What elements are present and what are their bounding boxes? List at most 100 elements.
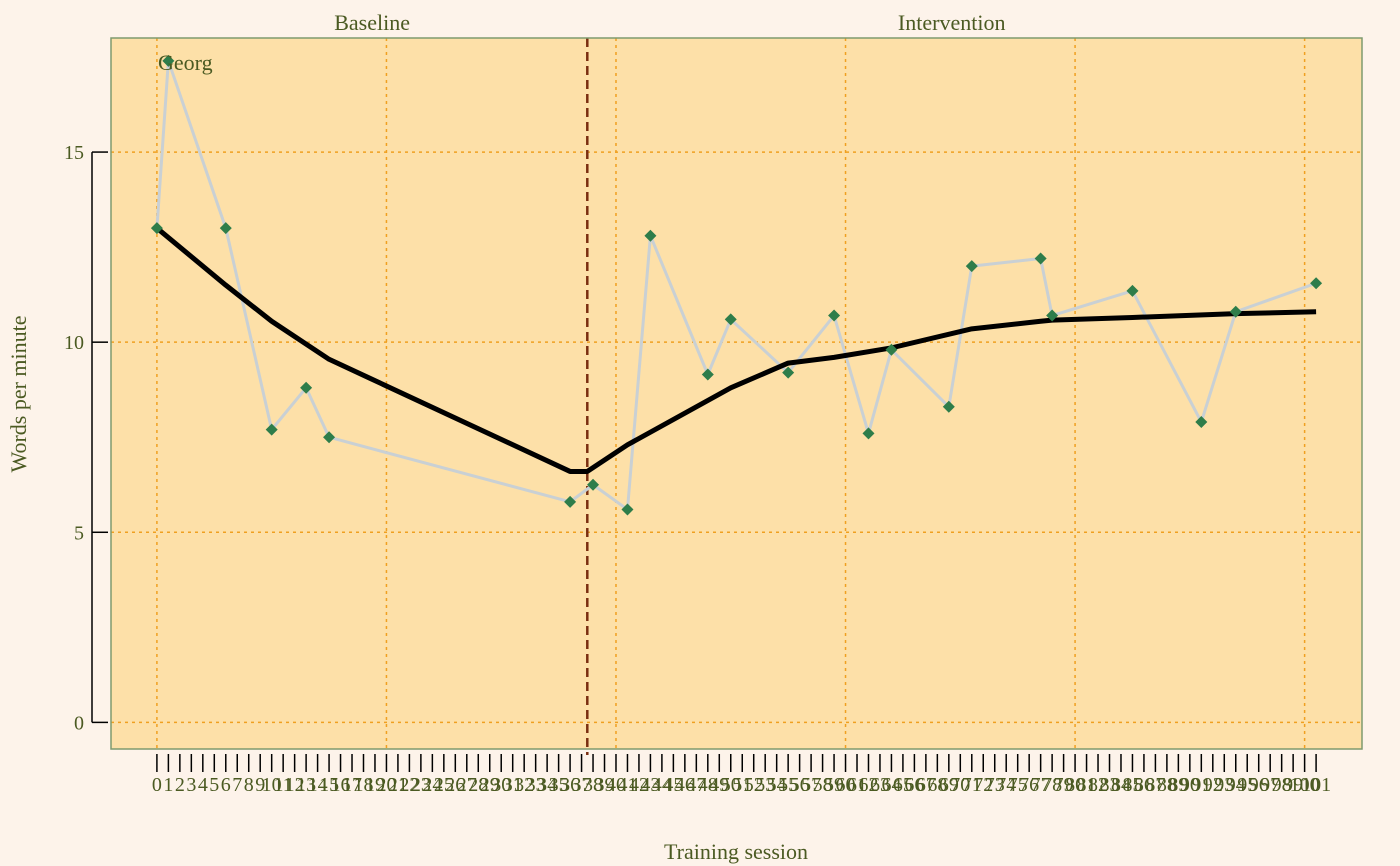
data-point bbox=[724, 313, 737, 326]
x-tick-label: 66 bbox=[904, 774, 924, 796]
x-tick-label: 85 bbox=[1122, 774, 1142, 796]
phase-label: Intervention bbox=[898, 10, 1006, 35]
data-point bbox=[1195, 416, 1208, 429]
x-tick-label: 32 bbox=[514, 774, 534, 796]
x-tick-label: 7 bbox=[232, 774, 242, 796]
x-tick-label: 86 bbox=[1134, 774, 1154, 796]
x-tick-label: 38 bbox=[583, 774, 603, 796]
x-tick-label: 71 bbox=[962, 774, 982, 796]
x-tick-label: 27 bbox=[457, 774, 477, 796]
x-tick-label: 91 bbox=[1191, 774, 1211, 796]
x-tick-label: 90 bbox=[1180, 774, 1200, 796]
x-tick-label: 68 bbox=[927, 774, 947, 796]
x-tick-label: 2 bbox=[175, 774, 185, 796]
x-tick-label: 46 bbox=[675, 774, 695, 796]
x-tick-label: 73 bbox=[985, 774, 1005, 796]
x-tick-label: 13 bbox=[296, 774, 316, 796]
x-tick-label: 96 bbox=[1249, 774, 1269, 796]
x-tick-label: 31 bbox=[503, 774, 523, 796]
x-tick-label: 54 bbox=[767, 774, 787, 796]
x-tick-label: 17 bbox=[342, 774, 362, 796]
x-tick-label: 70 bbox=[950, 774, 970, 796]
data-point bbox=[162, 54, 175, 67]
data-point bbox=[621, 503, 634, 516]
data-point bbox=[1126, 284, 1139, 297]
data-point bbox=[587, 478, 600, 491]
x-tick-label: 83 bbox=[1100, 774, 1120, 796]
x-tick-labels: 0 1 2 3 4 5 6 7 8 9101112131415161718192021222324… bbox=[152, 774, 1331, 796]
x-tick-label: 37 bbox=[572, 774, 592, 796]
x-tick-label: 57 bbox=[801, 774, 821, 796]
x-tick-label: 24 bbox=[422, 774, 442, 796]
x-tick-label: 29 bbox=[480, 774, 500, 796]
x-tick-label: 93 bbox=[1214, 774, 1234, 796]
phase-label: Baseline bbox=[334, 10, 410, 35]
x-tick-label: 74 bbox=[996, 774, 1016, 796]
x-tick-label: 40 bbox=[606, 774, 626, 796]
y-tick-label: 15 bbox=[64, 142, 84, 164]
x-tick-label: 43 bbox=[640, 774, 660, 796]
x-tick-label: 79 bbox=[1054, 774, 1074, 796]
x-tick-label: 101 bbox=[1301, 774, 1331, 796]
data-point bbox=[1046, 309, 1059, 322]
data-point bbox=[219, 222, 232, 235]
x-tick-label: 63 bbox=[870, 774, 890, 796]
x-tick-label: 8 bbox=[244, 774, 254, 796]
x-tick-label: 76 bbox=[1019, 774, 1039, 796]
y-axis-label: Words per minute bbox=[6, 315, 31, 472]
x-tick-label: 42 bbox=[629, 774, 649, 796]
x-tick-label: 65 bbox=[893, 774, 913, 796]
x-tick-label: 9 bbox=[255, 774, 265, 796]
data-point bbox=[1310, 277, 1323, 290]
data-point bbox=[1034, 252, 1047, 265]
x-tick-label: 82 bbox=[1088, 774, 1108, 796]
x-tick-label: 75 bbox=[1008, 774, 1028, 796]
data-point bbox=[862, 427, 875, 440]
x-tick-label: 34 bbox=[537, 774, 557, 796]
x-tick-label: 53 bbox=[755, 774, 775, 796]
x-tick-label: 15 bbox=[319, 774, 339, 796]
x-tick-label: 80 bbox=[1065, 774, 1085, 796]
x-tick-label: 18 bbox=[353, 774, 373, 796]
x-tick-label: 64 bbox=[881, 774, 901, 796]
x-tick-label: 25 bbox=[434, 774, 454, 796]
y-tick-label: 0 bbox=[74, 712, 84, 734]
y-tick-label: 10 bbox=[64, 332, 84, 354]
x-tick-label: 11 bbox=[274, 774, 293, 796]
x-tick-label: 30 bbox=[491, 774, 511, 796]
grid-lines bbox=[111, 38, 1362, 749]
plot-area bbox=[111, 38, 1362, 749]
participant-label: Georg bbox=[158, 50, 213, 75]
x-tick-label: 69 bbox=[939, 774, 959, 796]
x-tick-label: 97 bbox=[1260, 774, 1280, 796]
x-tick-label: 21 bbox=[388, 774, 408, 796]
x-tick-label: 89 bbox=[1168, 774, 1188, 796]
x-tick-label: 0 bbox=[152, 774, 162, 796]
x-tick-label: 45 bbox=[663, 774, 683, 796]
x-tick-label: 50 bbox=[721, 774, 741, 796]
raw-data-line bbox=[155, 59, 1317, 511]
x-tick-label: 87 bbox=[1145, 774, 1165, 796]
x-tick-label: 3 bbox=[186, 774, 196, 796]
x-tick-label: 49 bbox=[709, 774, 729, 796]
x-tick-label: 14 bbox=[308, 774, 328, 796]
x-tick-label: 23 bbox=[411, 774, 431, 796]
data-point bbox=[300, 381, 313, 394]
x-tick-label: 100 bbox=[1290, 774, 1320, 796]
x-tick-label: 77 bbox=[1031, 774, 1051, 796]
x-tick-label: 47 bbox=[686, 774, 706, 796]
x-tick-label: 28 bbox=[468, 774, 488, 796]
data-point bbox=[782, 366, 795, 379]
x-tick-label: 62 bbox=[858, 774, 878, 796]
x-tick-label: 26 bbox=[445, 774, 465, 796]
data-point bbox=[265, 423, 278, 436]
x-tick-label: 48 bbox=[698, 774, 718, 796]
data-point bbox=[942, 400, 955, 413]
x-tick-label: 58 bbox=[813, 774, 833, 796]
data-point bbox=[1229, 305, 1242, 318]
x-tick-label: 55 bbox=[778, 774, 798, 796]
plot-frame bbox=[110, 37, 1363, 750]
data-point bbox=[564, 495, 577, 508]
x-tick-label: 60 bbox=[836, 774, 856, 796]
data-point bbox=[150, 222, 163, 235]
